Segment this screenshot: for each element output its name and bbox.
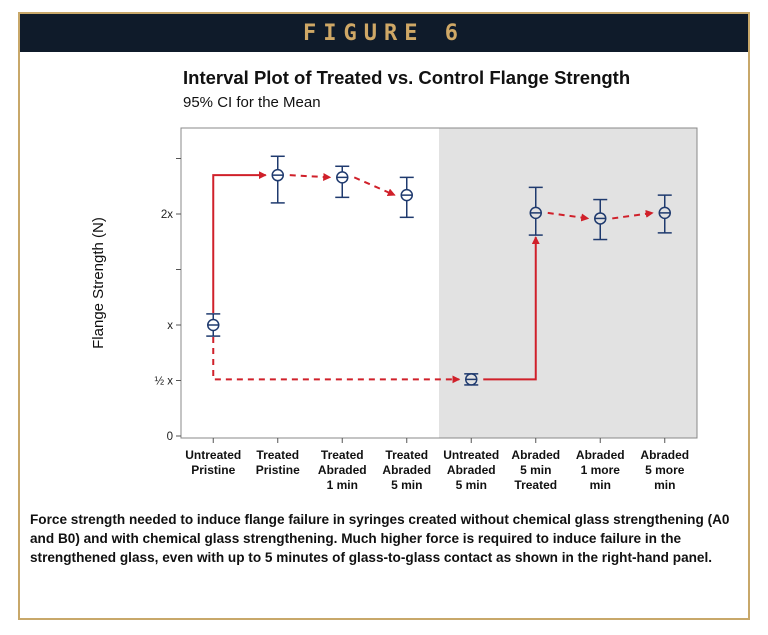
interval-marker — [464, 373, 479, 386]
figure-label: FIGURE 6 — [303, 20, 465, 46]
y-tick-label: ½ x — [154, 376, 173, 388]
x-tick-label: Abraded 5 min Treated — [511, 448, 560, 492]
interval-marker — [528, 186, 543, 236]
x-tick-label: Treated Pristine — [256, 448, 300, 477]
interval-marker — [335, 165, 350, 199]
figure-header: FIGURE 6 — [20, 14, 748, 52]
chart-subtitle: 95% CI for the Mean — [183, 94, 321, 111]
y-tick-label: 0 — [167, 431, 173, 443]
x-tick-label: Treated Abraded 5 min — [382, 448, 431, 492]
x-tick-label: Untreated Abraded 5 min — [443, 448, 499, 492]
interval-marker — [593, 198, 608, 241]
trend-arrow-dashed — [547, 211, 590, 222]
trend-arrow-dashed — [212, 337, 461, 384]
y-axis-label: Flange Strength (N) — [90, 217, 107, 349]
x-tick-label: Untreated Pristine — [185, 448, 241, 477]
figure-caption: Force strength needed to induce flange f… — [30, 512, 730, 565]
trend-arrow-dashed — [612, 209, 654, 220]
x-tick-label: Abraded 5 more min — [640, 448, 689, 492]
y-tick-label: x — [167, 320, 173, 332]
x-tick-label: Abraded 1 more min — [576, 448, 625, 492]
plot-frame — [180, 127, 698, 439]
interval-marker — [206, 313, 221, 337]
trend-arrow-dashed — [353, 176, 396, 197]
trend-arrow-dashed — [289, 172, 332, 181]
trend-arrow — [212, 171, 267, 313]
y-tick-label: 2x — [161, 209, 173, 221]
trend-arrow — [483, 236, 540, 381]
shaded-panel — [439, 128, 697, 438]
x-tick-label: Treated Abraded 1 min — [318, 448, 367, 492]
interval-marker — [270, 155, 285, 204]
chart-title: Interval Plot of Treated vs. Control Fla… — [183, 67, 630, 88]
interval-marker — [657, 194, 672, 234]
interval-marker — [399, 176, 414, 219]
